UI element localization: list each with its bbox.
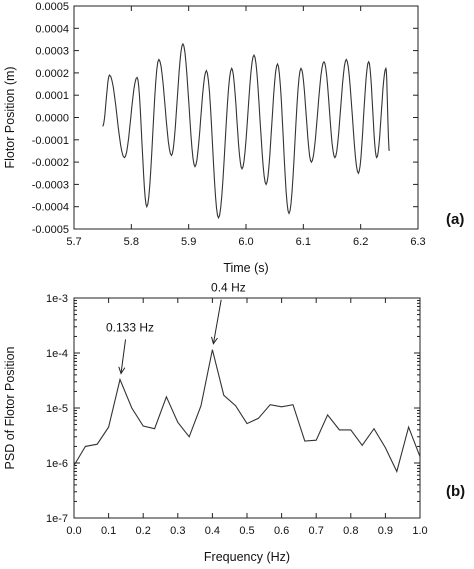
x-tick-label: 0.3	[170, 525, 185, 537]
x-tick-label: 5.8	[124, 236, 139, 248]
series-flotor-position	[102, 42, 390, 220]
x-tick-label: 0.7	[309, 525, 324, 537]
y-axis-label: Flotor Position (m)	[3, 66, 17, 168]
annotation-label: 0.133 Hz	[106, 320, 154, 334]
y-tick-label: 0.0004	[35, 23, 69, 35]
annotation-arrowhead	[118, 366, 126, 375]
y-tick-label: -0.0003	[32, 179, 69, 191]
x-tick-label: 0.5	[239, 525, 254, 537]
annotation-arrow	[120, 339, 127, 374]
x-tick-label: 0.9	[378, 525, 393, 537]
panel-label: (b)	[446, 483, 465, 500]
x-tick-label: 0.0	[66, 525, 81, 537]
x-axis-label: Frequency (Hz)	[204, 550, 290, 564]
y-tick-label: -0.0005	[32, 224, 69, 236]
x-axis-label: Time (s)	[223, 261, 268, 275]
x-tick-label: 5.9	[181, 236, 196, 248]
annotation-arrow	[212, 299, 222, 344]
y-tick-label: -0.0002	[32, 157, 69, 169]
annotation-label: 0.4 Hz	[211, 281, 246, 295]
annotation-arrowhead	[211, 336, 218, 345]
x-tick-label: 0.4	[205, 525, 220, 537]
y-tick-label: 0.0005	[35, 1, 69, 13]
x-tick-label: 6.0	[238, 236, 253, 248]
x-tick-label: 5.7	[66, 236, 81, 248]
y-tick-label: 0.0003	[35, 46, 69, 58]
y-tick-label: 0.0001	[35, 90, 69, 102]
x-tick-label: 0.8	[343, 525, 358, 537]
y-tick-label: 1e-5	[46, 403, 68, 415]
x-tick-label: 6.1	[296, 236, 311, 248]
y-tick-label: 0.0000	[35, 113, 69, 125]
y-tick-label: 0.0002	[35, 68, 69, 80]
panel-label: (a)	[446, 211, 464, 228]
y-axis-label: PSD of Flotor Position	[3, 346, 17, 469]
x-tick-label: 6.2	[353, 236, 368, 248]
y-tick-label: 1e-4	[46, 348, 68, 360]
x-tick-label: 6.3	[410, 236, 425, 248]
y-tick-label: 1e-3	[46, 293, 68, 305]
plot-frame-a	[73, 5, 419, 230]
x-tick-label: 0.2	[136, 525, 151, 537]
series-psd	[73, 349, 421, 474]
y-tick-label: 1e-7	[46, 513, 68, 525]
x-tick-label: 0.1	[101, 525, 116, 537]
y-tick-label: -0.0004	[32, 202, 69, 214]
y-tick-label: 1e-6	[46, 458, 68, 470]
y-tick-label: -0.0001	[32, 135, 69, 147]
x-tick-label: 0.6	[274, 525, 289, 537]
x-tick-label: 1.0	[412, 525, 427, 537]
